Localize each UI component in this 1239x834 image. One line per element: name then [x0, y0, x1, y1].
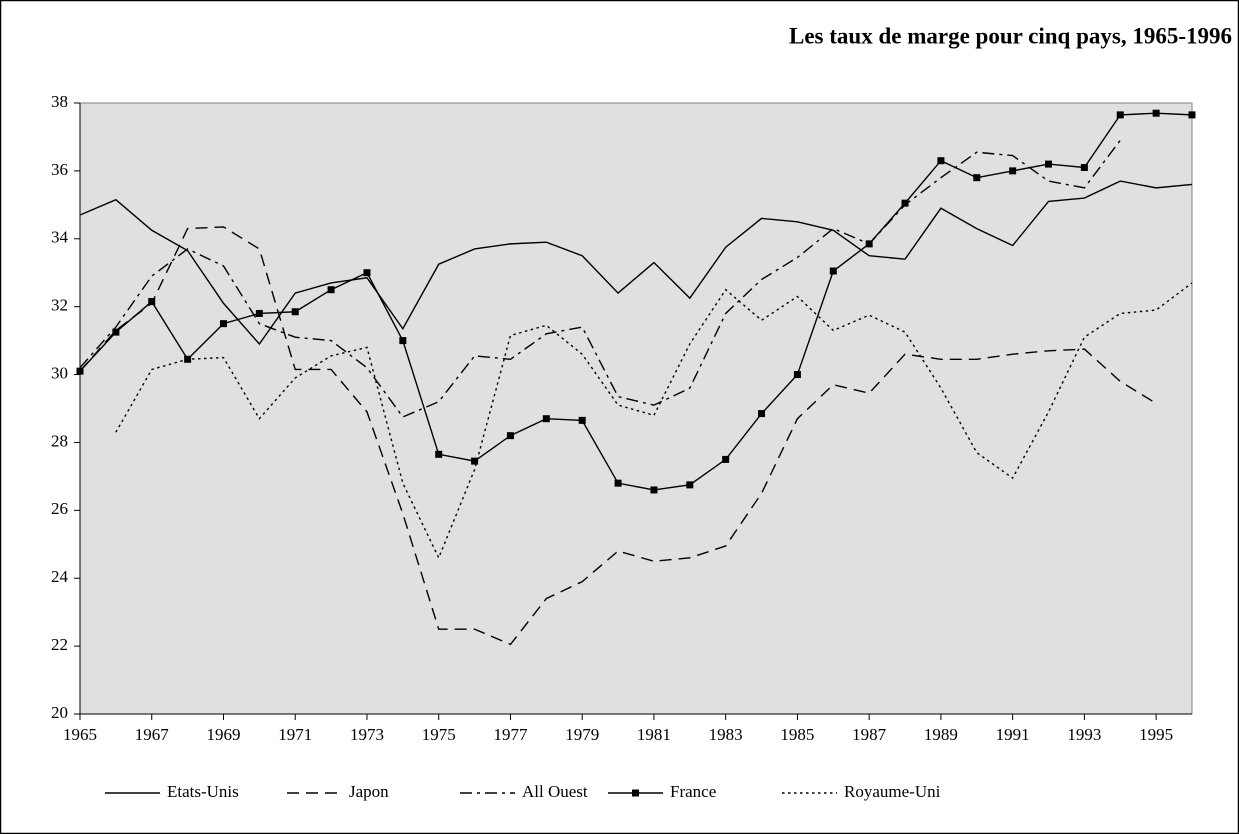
point-marker [973, 174, 981, 182]
point-marker [865, 240, 873, 248]
series-line [79, 226, 1157, 646]
x-tick-label: 1985 [780, 725, 814, 744]
point-marker [76, 367, 84, 375]
legend-marker [632, 789, 639, 797]
point-marker [650, 486, 658, 494]
x-tick-label: 1969 [206, 725, 240, 744]
point-marker [578, 416, 586, 424]
point-marker [937, 157, 945, 165]
y-tick-label: 32 [51, 296, 68, 315]
point-marker [1080, 163, 1088, 171]
point-marker [399, 337, 407, 345]
x-tick-label: 1977 [493, 725, 528, 744]
point-marker [1045, 160, 1053, 168]
point-marker [686, 481, 694, 489]
y-tick-label: 38 [51, 92, 68, 111]
chart-title: Les taux de marge pour cinq pays, 1965-1… [789, 23, 1232, 48]
point-marker [112, 328, 120, 336]
series-line [115, 282, 1193, 560]
y-tick-label: 26 [51, 499, 68, 518]
series-line [79, 139, 1121, 418]
legend-label: France [670, 782, 716, 801]
point-marker [1116, 111, 1124, 119]
y-tick-label: 28 [51, 431, 68, 450]
point-marker [363, 269, 371, 277]
series-line [79, 180, 1193, 346]
x-tick-label: 1979 [565, 725, 599, 744]
plot-area [79, 102, 1193, 715]
point-marker [506, 432, 514, 440]
x-tick-label: 1989 [924, 725, 958, 744]
x-tick-label: 1983 [709, 725, 743, 744]
point-marker [1152, 109, 1160, 117]
y-tick-label: 24 [51, 567, 69, 586]
y-tick-label: 36 [51, 160, 68, 179]
point-marker [1009, 167, 1017, 175]
x-tick-label: 1967 [135, 725, 170, 744]
point-marker [219, 320, 227, 328]
x-tick-label: 1981 [637, 725, 671, 744]
point-marker [1188, 111, 1196, 119]
y-tick-label: 30 [51, 363, 68, 382]
y-tick-label: 22 [51, 635, 68, 654]
point-marker [758, 410, 766, 418]
point-marker [255, 309, 263, 317]
x-tick-label: 1971 [278, 725, 312, 744]
point-marker [901, 199, 909, 207]
legend-label: All Ouest [522, 782, 588, 801]
point-marker [614, 479, 622, 487]
point-marker [471, 457, 479, 465]
x-tick-label: 1965 [63, 725, 97, 744]
y-tick-label: 34 [51, 228, 69, 247]
point-marker [291, 308, 299, 316]
point-marker [327, 286, 335, 294]
x-tick-label: 1995 [1139, 725, 1173, 744]
point-marker [148, 298, 156, 306]
legend-label: Royaume-Uni [844, 782, 941, 801]
point-marker [793, 371, 801, 379]
series-line [79, 112, 1193, 491]
x-tick-label: 1987 [852, 725, 887, 744]
x-tick-label: 1973 [350, 725, 384, 744]
legend-label: Etats-Unis [167, 782, 239, 801]
point-marker [542, 415, 550, 423]
point-marker [722, 455, 730, 463]
point-marker [829, 267, 837, 275]
point-marker [435, 450, 443, 458]
x-tick-label: 1993 [1067, 725, 1101, 744]
y-tick-label: 20 [51, 703, 68, 722]
legend-label: Japon [349, 782, 389, 801]
x-tick-label: 1991 [996, 725, 1030, 744]
x-tick-label: 1975 [422, 725, 456, 744]
